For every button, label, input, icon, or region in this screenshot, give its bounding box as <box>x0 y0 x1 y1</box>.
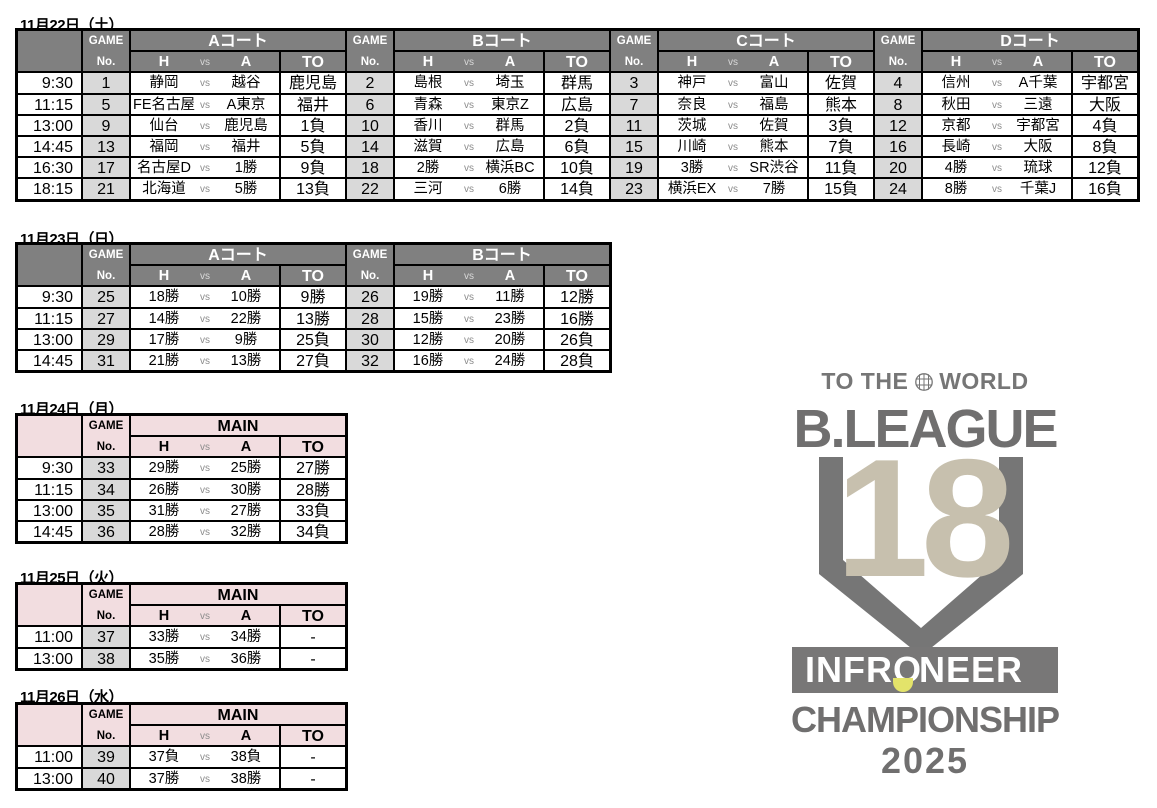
svg-text:18: 18 <box>836 424 1010 612</box>
